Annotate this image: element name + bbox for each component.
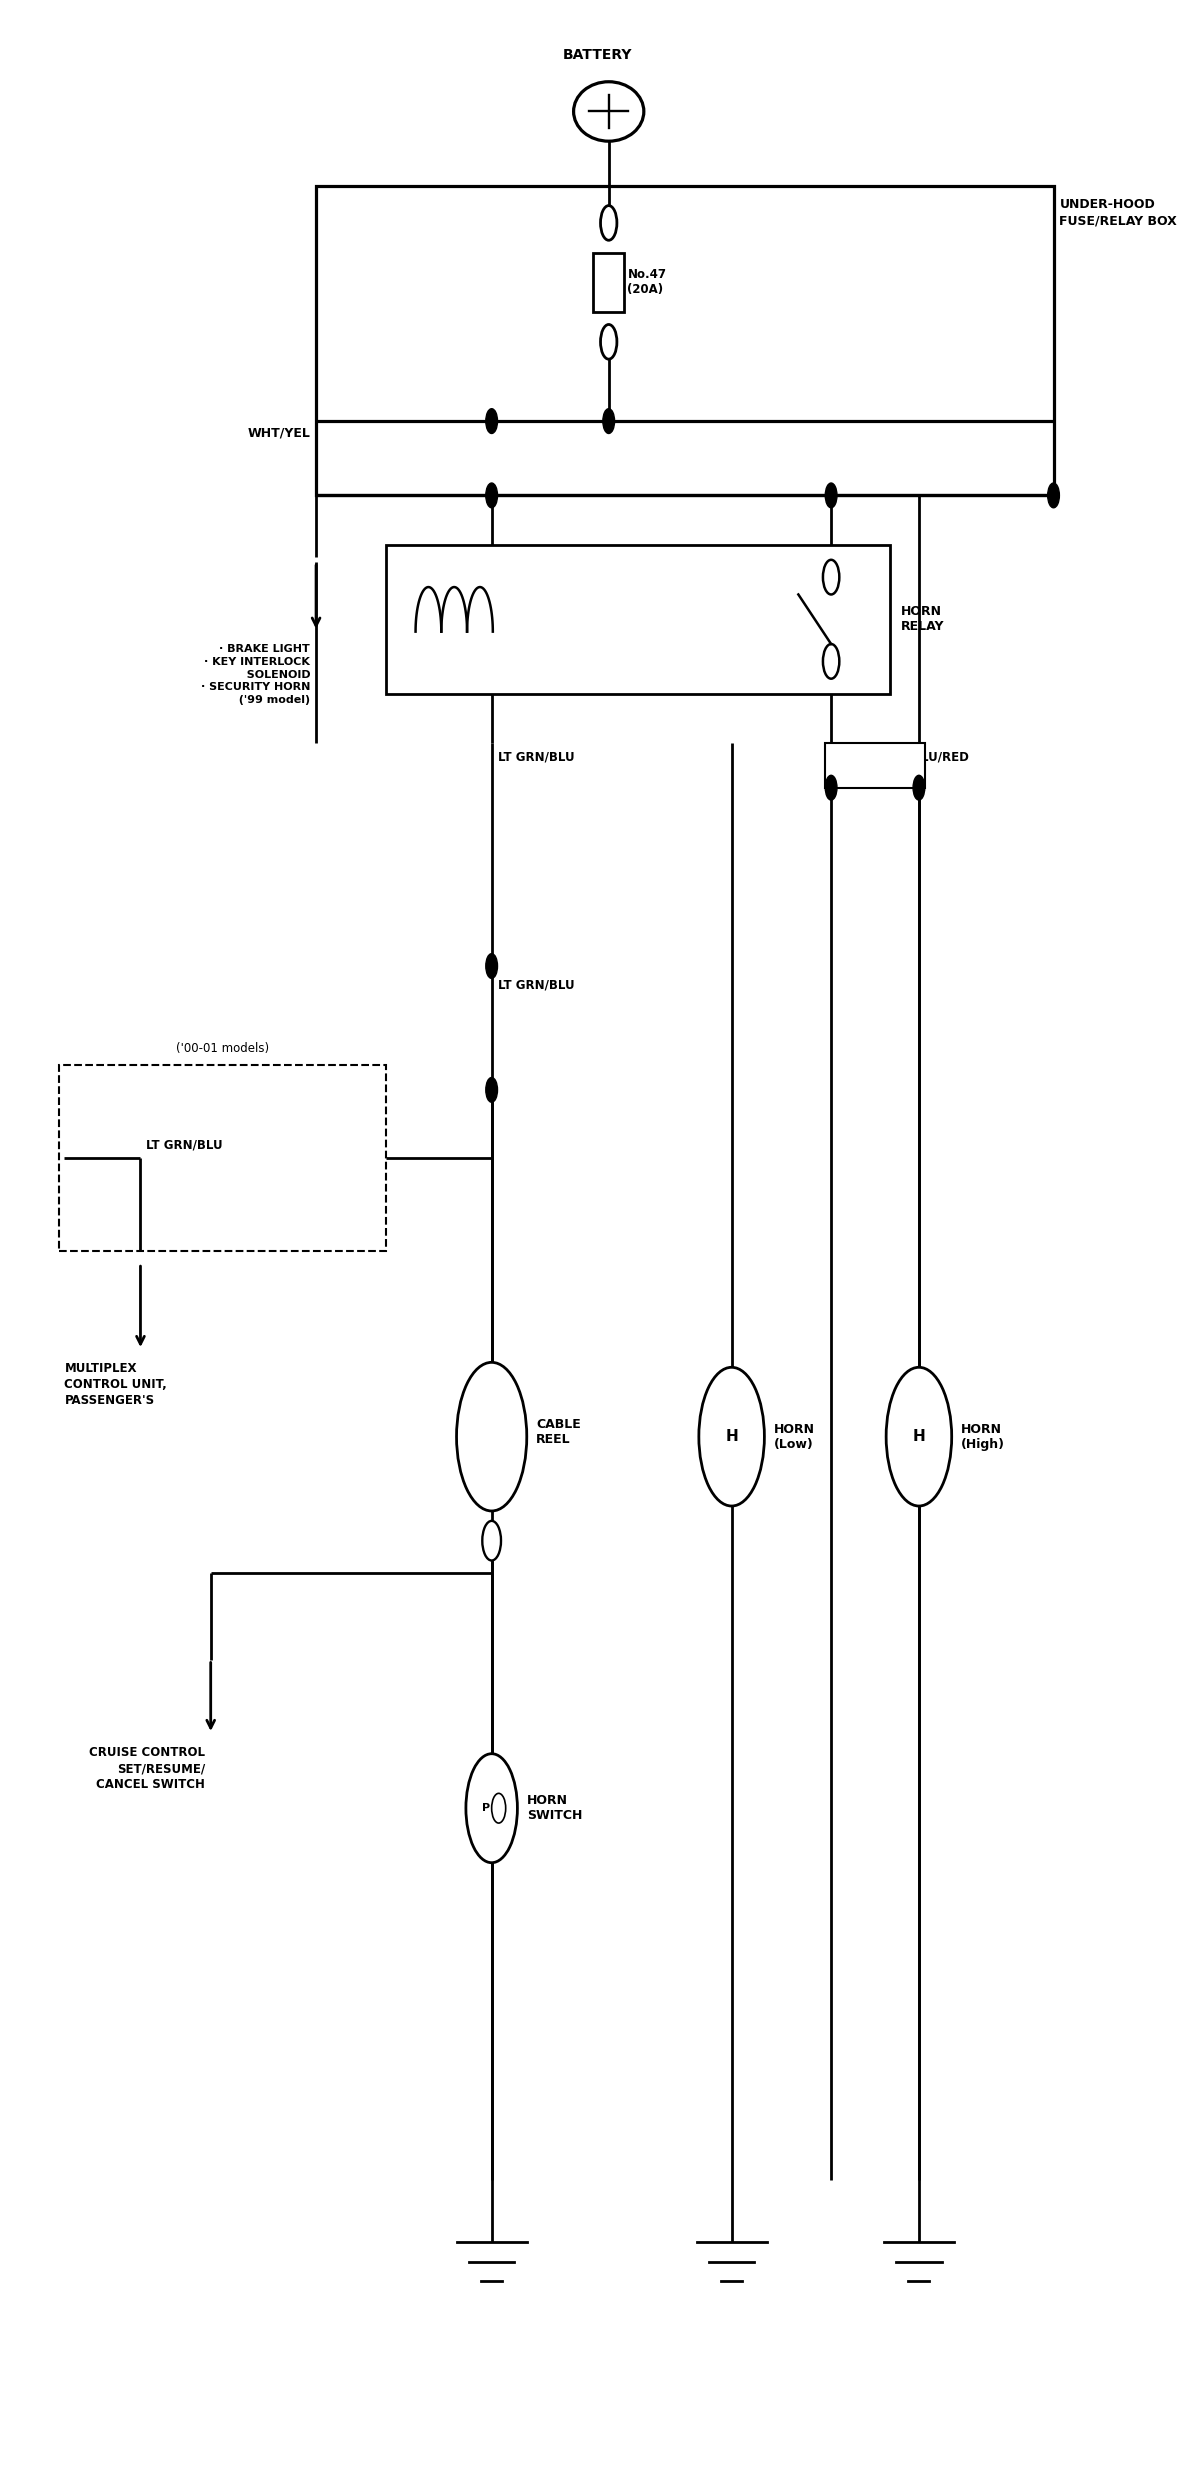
Text: WHT/YEL: WHT/YEL [247,426,311,441]
Text: No.47
(20A): No.47 (20A) [628,268,666,297]
Bar [59,1065,386,1251]
Text: HORN
RELAY: HORN RELAY [901,604,944,634]
Text: P: P [481,1803,490,1813]
Text: HORN
(High): HORN (High) [961,1422,1006,1452]
Circle shape [826,775,836,800]
Circle shape [913,775,925,800]
Text: BLU/RED: BLU/RED [913,751,970,763]
Text: HORN
(Low): HORN (Low) [774,1422,815,1452]
Circle shape [456,1362,527,1511]
Circle shape [486,409,498,433]
Text: CRUISE CONTROL
SET/RESUME/
CANCEL SWITCH: CRUISE CONTROL SET/RESUME/ CANCEL SWITCH [89,1746,205,1791]
Text: HORN
SWITCH: HORN SWITCH [527,1793,582,1823]
Text: H: H [912,1429,925,1444]
Text: BLU/RED: BLU/RED [826,751,882,763]
Text: MULTIPLEX
CONTROL UNIT,
PASSENGER'S: MULTIPLEX CONTROL UNIT, PASSENGER'S [65,1362,167,1407]
Text: UNDER-HOOD
FUSE/RELAY BOX: UNDER-HOOD FUSE/RELAY BOX [1060,198,1177,228]
Circle shape [602,409,614,433]
Circle shape [486,954,498,978]
Bar [386,545,889,694]
Circle shape [886,1367,952,1506]
Bar [316,186,1054,495]
Circle shape [698,1367,764,1506]
Text: H: H [725,1429,738,1444]
Circle shape [466,1754,517,1863]
Text: · BRAKE LIGHT
· KEY INTERLOCK
  SOLENOID
· SECURITY HORN
  ('99 model): · BRAKE LIGHT · KEY INTERLOCK SOLENOID ·… [200,644,311,706]
Circle shape [482,1521,502,1561]
Text: CABLE
REEL: CABLE REEL [536,1417,581,1447]
Circle shape [486,1077,498,1102]
Circle shape [1048,483,1060,508]
Bar [594,253,624,312]
Text: LT GRN/BLU: LT GRN/BLU [498,978,574,991]
Bar [826,743,925,788]
Circle shape [486,483,498,508]
Text: LT GRN/BLU: LT GRN/BLU [498,751,574,763]
Text: ('00-01 models): ('00-01 models) [176,1043,269,1055]
Text: BATTERY: BATTERY [563,47,631,62]
Text: LT GRN/BLU: LT GRN/BLU [146,1139,223,1152]
Circle shape [826,483,836,508]
